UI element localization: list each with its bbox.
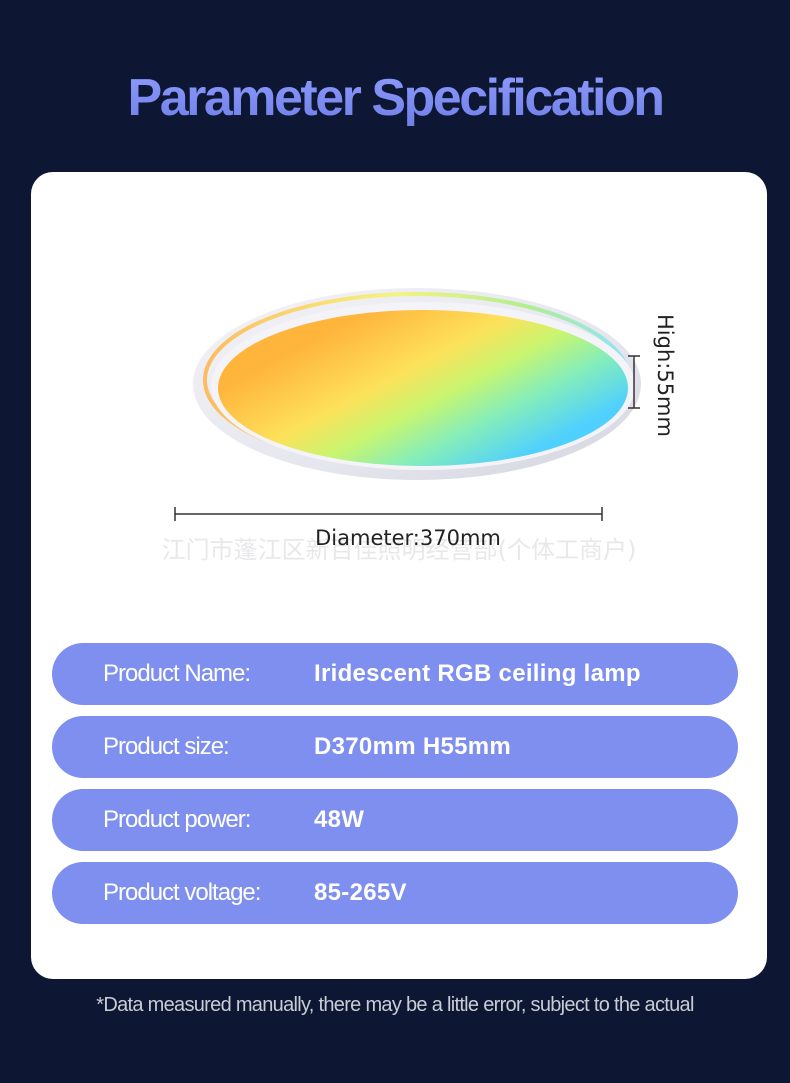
spec-card: 江门市蓬江区新百佳照明经营部(个体工商户) Diameter:370mm Hig… [31, 172, 767, 979]
spec-label: Product size: [103, 733, 230, 760]
spec-row-voltage: Product voltage: 85-265V [52, 862, 738, 924]
spec-value: 85-265V [314, 879, 407, 906]
lamp-diffuser [218, 310, 628, 466]
watermark: 江门市蓬江区新百佳照明经营部(个体工商户) [161, 536, 637, 564]
footnote: *Data measured manually, there may be a … [96, 994, 694, 1016]
spec-value: D370mm H55mm [314, 733, 512, 760]
spec-value: 48W [314, 806, 365, 833]
spec-row-power: Product power: 48W [52, 789, 738, 851]
spec-label: Product Name: [103, 660, 251, 687]
height-label: High:55mm [653, 314, 677, 437]
spec-row-size: Product size: D370mm H55mm [52, 716, 738, 778]
diameter-label: Diameter:370mm [315, 526, 501, 550]
spec-label: Product voltage: [103, 879, 261, 906]
spec-value: Iridescent RGB ceiling lamp [314, 660, 641, 687]
spec-row-name: Product Name: Iridescent RGB ceiling lam… [52, 643, 738, 705]
page-title: Parameter Specification [0, 68, 790, 128]
ceiling-lamp-image [174, 288, 641, 521]
spec-label: Product power: [103, 806, 251, 833]
